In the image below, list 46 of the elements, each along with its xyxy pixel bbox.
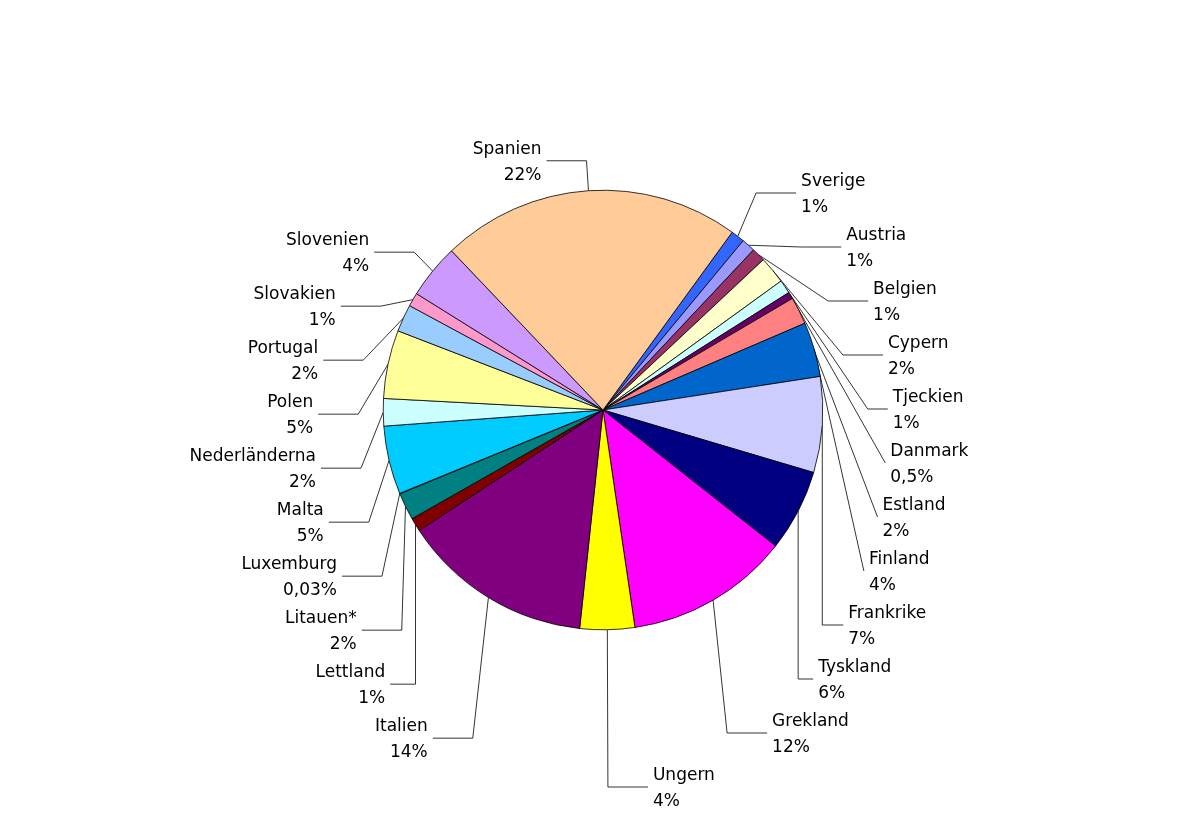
data-label: 1% [358, 687, 386, 708]
slice-label: Slovenien [286, 229, 370, 250]
data-label: 6% [818, 682, 846, 702]
slice-label: Slovakien [253, 283, 336, 304]
slice-label: Estland [882, 494, 946, 514]
slice-label: Malta [276, 499, 324, 520]
slice-label: Lettland [315, 661, 386, 682]
slice-label: Grekland [772, 710, 849, 730]
data-label: 4% [342, 255, 370, 276]
slice-label: Polen [267, 391, 314, 412]
slice-label: Frankrike [848, 602, 927, 622]
data-label: 2% [329, 633, 357, 654]
data-label: 0,5% [890, 466, 934, 486]
data-label: 4% [652, 790, 680, 810]
data-label: 22% [503, 163, 542, 184]
data-label: 2% [291, 363, 319, 384]
data-label: 7% [848, 628, 876, 648]
data-label: 1% [873, 304, 901, 324]
slice-label: Spanien [472, 137, 542, 158]
slice-label: Nederländerna [189, 445, 317, 466]
data-label: 1% [801, 196, 829, 216]
data-label: 2% [882, 520, 910, 540]
data-label: 1% [846, 250, 874, 270]
slice-label: Austria [846, 224, 907, 244]
data-label: 12% [772, 736, 810, 756]
slice-label: Finland [868, 548, 930, 568]
data-label: 5% [286, 417, 314, 438]
data-label: 5% [296, 525, 324, 546]
data-label: 1% [892, 412, 920, 432]
slice-label: Italien [374, 715, 428, 736]
data-label: 2% [289, 471, 317, 492]
data-label: 0,03% [282, 579, 337, 600]
slice-label: Portugal [247, 337, 319, 358]
slice-label: Sverige [801, 170, 866, 190]
slice-label: Tjeckien [891, 386, 964, 406]
slice-label: Tyskland [817, 656, 892, 676]
slice-label: Danmark [890, 440, 969, 460]
slice-label: Litauen* [284, 607, 357, 628]
data-label: 4% [868, 574, 896, 594]
data-label: 2% [887, 358, 915, 378]
data-label: 14% [389, 741, 428, 762]
data-label: 1% [308, 309, 336, 330]
slice-label: Belgien [873, 278, 937, 298]
slice-label: Ungern [652, 764, 715, 784]
slice-label: Cypern [887, 332, 949, 352]
slice-label: Luxemburg [241, 553, 337, 574]
